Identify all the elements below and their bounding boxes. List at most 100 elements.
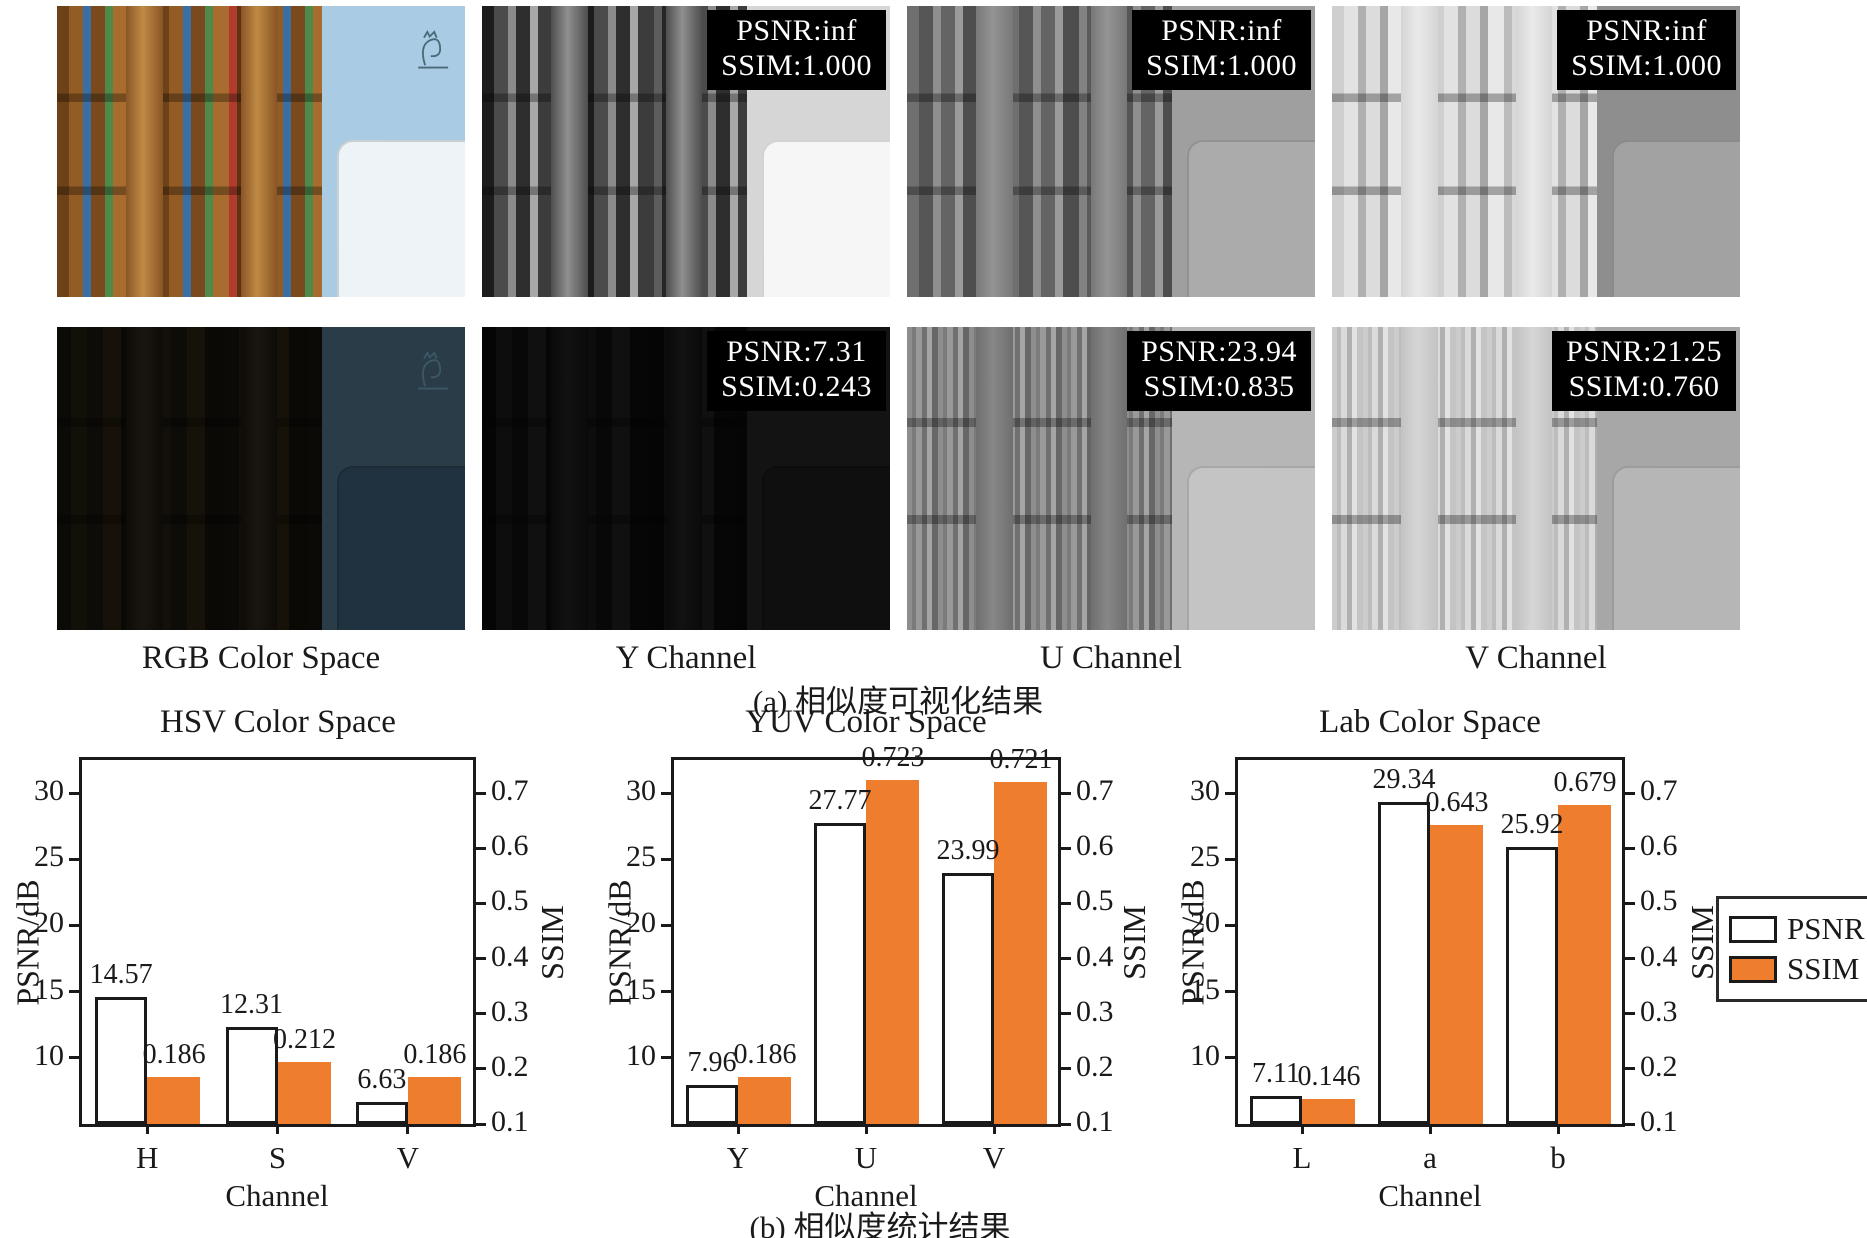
tick-label-right: 0.5 [1076, 884, 1114, 918]
tick-label-right: 0.1 [1076, 1105, 1114, 1138]
x-tick-label: a [1423, 1140, 1437, 1175]
tick-mark [473, 957, 486, 961]
tick-mark [1622, 1067, 1635, 1071]
tick-mark [1058, 1067, 1071, 1071]
bookshelf-region [1332, 6, 1602, 297]
tick-label-left: 20 [626, 906, 656, 940]
tick-label-left: 30 [34, 774, 64, 808]
psnr-value: PSNR:21.25 [1566, 335, 1722, 368]
tick-mark [661, 1056, 674, 1060]
value-label-psnr: 25.92 [1500, 809, 1564, 841]
metrics-overlay: PSNR:inf SSIM:1.000 [707, 10, 886, 90]
tick-label-right: 0.6 [1640, 829, 1678, 863]
ssim-value: SSIM:0.835 [1143, 369, 1295, 403]
cabinet-lower-panel [761, 466, 890, 630]
tick-label-left: 30 [1190, 774, 1220, 808]
bar-psnr [1506, 847, 1558, 1124]
tick-mark [69, 791, 82, 795]
x-tick-label: H [135, 1140, 159, 1175]
column-label-rgb: RGB Color Space [141, 640, 381, 676]
wood-plank [126, 327, 164, 630]
y-axis-label-right-yuv: SSIM [1115, 904, 1152, 980]
x-axis-label-yuv: Channel [814, 1178, 918, 1213]
tick-mark [1225, 791, 1238, 795]
ssim-value: SSIM:0.760 [1568, 369, 1720, 403]
tick-mark [661, 923, 674, 927]
plot-area-yuv: 30 25 20 15 10 0.7 0.6 0.5 0.4 0.3 0.2 0.1 Y 7.96 0.18… [626, 742, 1114, 1175]
tick-mark [1622, 957, 1635, 961]
cabinet-lower-panel [761, 139, 890, 297]
cat-doodle-icon [418, 351, 449, 390]
tick-label-left: 25 [1190, 840, 1220, 874]
tick-label-right: 0.5 [491, 884, 529, 918]
tick-label-right: 0.5 [1640, 884, 1678, 918]
tick-label-right: 0.1 [491, 1105, 529, 1138]
tick-mark [1622, 1122, 1635, 1126]
tick-label-right: 0.3 [1640, 994, 1678, 1028]
tick-mark [69, 1056, 82, 1060]
metrics-overlay: PSNR:inf SSIM:1.000 [1132, 10, 1311, 90]
photo-rgb-dark [57, 327, 465, 630]
value-label-psnr: 27.77 [808, 784, 872, 816]
tick-label-left: 10 [626, 1038, 656, 1072]
x-tick-label: b [1550, 1140, 1566, 1175]
ssim-value: SSIM:1.000 [1146, 48, 1297, 82]
tick-label-left: 20 [1190, 906, 1220, 940]
psnr-value: PSNR:23.94 [1141, 335, 1297, 368]
wood-plank [976, 6, 1014, 297]
tick-label-right: 0.7 [491, 774, 529, 808]
cabinet-lower-panel [1611, 139, 1740, 297]
tick-mark [736, 1124, 740, 1134]
photo-v-dark: PSNR:21.25 SSIM:0.760 [1332, 327, 1740, 630]
legend-entry-ssim: SSIM [1729, 951, 1867, 987]
value-label-ssim: 0.643 [1425, 786, 1489, 818]
tick-label-left: 10 [34, 1038, 64, 1072]
tick-mark [473, 846, 486, 850]
value-label-ssim: 0.679 [1553, 766, 1617, 798]
tick-mark [276, 1124, 279, 1134]
tick-label-right: 0.1 [1640, 1105, 1678, 1138]
tick-label-left: 15 [626, 972, 656, 1006]
value-label-ssim: 0.721 [989, 743, 1053, 775]
wood-plank [665, 6, 703, 297]
bookshelf-region [57, 327, 327, 630]
x-tick-label: V [982, 1140, 1006, 1175]
legend-entry-psnr: PSNR [1729, 911, 1867, 947]
photo-u-original: PSNR:inf SSIM:1.000 [907, 6, 1315, 297]
tick-label-right: 0.3 [1076, 994, 1114, 1028]
bar-psnr [355, 1102, 408, 1124]
tick-mark [1622, 901, 1635, 905]
value-label-psnr: 14.57 [89, 959, 153, 991]
bookshelf-region [907, 6, 1177, 297]
tick-label-left: 25 [34, 840, 64, 874]
x-tick-label: L [1292, 1140, 1312, 1175]
x-tick-label: V [396, 1140, 420, 1175]
column-label-v: V Channel [1465, 640, 1607, 676]
value-label-psnr: 23.99 [936, 834, 1000, 866]
legend-label-ssim: SSIM [1787, 951, 1860, 986]
tick-mark [69, 923, 82, 927]
metrics-overlay: PSNR:inf SSIM:1.000 [1557, 10, 1736, 90]
bar-ssim [738, 1076, 791, 1124]
wood-plank [1090, 327, 1128, 630]
tick-mark [473, 1122, 486, 1126]
tick-label-right: 0.3 [491, 994, 529, 1028]
wood-plank [126, 6, 164, 297]
y-axis-label-right-hsv: SSIM [533, 904, 570, 980]
value-label-ssim: 0.186 [142, 1038, 206, 1070]
wood-plank [1515, 327, 1553, 630]
tick-label-left: 10 [1190, 1038, 1220, 1072]
tick-mark [1058, 791, 1071, 795]
x-tick-label: S [268, 1140, 287, 1175]
photo-rgb-original [57, 6, 465, 297]
psnr-value: PSNR:7.31 [726, 335, 867, 368]
plot-area-hsv: 30 25 20 15 10 0.7 0.6 0.5 0.4 0.3 0.2 0.1 H 14.57 0.1… [34, 757, 529, 1175]
cabinet-lower-panel [1186, 466, 1315, 630]
value-label-ssim: 0.186 [403, 1038, 467, 1070]
tick-label-right: 0.4 [491, 939, 529, 973]
tick-mark [1556, 1124, 1560, 1134]
wood-plank [1515, 6, 1553, 297]
tick-label-left: 25 [626, 840, 656, 874]
x-tick-label: Y [726, 1140, 750, 1175]
